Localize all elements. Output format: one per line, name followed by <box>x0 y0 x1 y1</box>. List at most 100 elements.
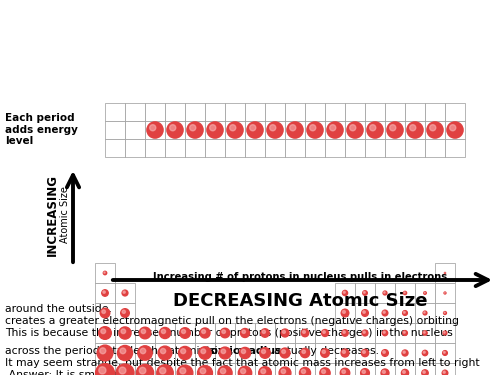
Bar <box>385 103 405 121</box>
Bar <box>305 103 325 121</box>
Bar <box>335 303 355 323</box>
Circle shape <box>382 370 386 374</box>
Circle shape <box>118 345 132 360</box>
Circle shape <box>322 330 328 336</box>
Circle shape <box>423 371 426 374</box>
Circle shape <box>443 331 447 335</box>
Bar <box>395 303 415 323</box>
Text: Atomic Size: Atomic Size <box>60 187 70 243</box>
Bar <box>395 343 415 363</box>
Circle shape <box>422 370 428 375</box>
Bar <box>405 103 425 121</box>
Circle shape <box>210 124 216 131</box>
Bar <box>115 283 135 303</box>
Bar <box>175 363 195 375</box>
Bar <box>255 363 275 375</box>
Bar <box>335 323 355 343</box>
Circle shape <box>267 122 283 138</box>
Bar <box>205 121 225 139</box>
Bar <box>95 363 115 375</box>
Bar <box>395 323 415 343</box>
Circle shape <box>282 350 286 354</box>
Bar <box>225 139 245 157</box>
Circle shape <box>162 329 166 333</box>
Bar <box>335 283 355 303</box>
Circle shape <box>138 346 152 360</box>
Circle shape <box>444 272 446 274</box>
Bar <box>195 323 215 343</box>
Bar <box>415 303 435 323</box>
Circle shape <box>423 351 426 353</box>
Circle shape <box>262 350 266 354</box>
Circle shape <box>342 290 347 296</box>
Circle shape <box>103 291 106 293</box>
Circle shape <box>150 124 156 131</box>
Bar <box>335 363 355 375</box>
Circle shape <box>177 365 193 375</box>
Circle shape <box>342 350 345 353</box>
Bar <box>275 343 295 363</box>
Circle shape <box>347 122 363 138</box>
Bar <box>355 343 375 363</box>
Circle shape <box>104 271 106 275</box>
Circle shape <box>182 330 186 333</box>
Bar <box>95 323 115 343</box>
Text: Increasing # of protons in nucleus pulls in electrons: Increasing # of protons in nucleus pulls… <box>153 272 447 282</box>
Circle shape <box>160 348 166 354</box>
Circle shape <box>302 369 306 374</box>
Bar <box>235 343 255 363</box>
Circle shape <box>281 369 285 374</box>
Circle shape <box>260 348 270 358</box>
Bar <box>175 323 195 343</box>
Bar <box>105 139 125 157</box>
Bar <box>95 283 115 303</box>
Bar <box>435 303 455 323</box>
Bar <box>345 103 365 121</box>
Bar <box>405 121 425 139</box>
Bar <box>375 323 395 343</box>
Bar <box>95 343 115 363</box>
Text: This is because the increased number of protons (positive charges) in the nucleu: This is because the increased number of … <box>5 328 453 338</box>
Text: It may seem strange, but despite the fact that atomic mass increases from left t: It may seem strange, but despite the fac… <box>5 358 480 368</box>
Circle shape <box>219 347 231 359</box>
Bar <box>95 303 115 323</box>
Circle shape <box>227 122 243 138</box>
Circle shape <box>122 290 128 296</box>
Bar <box>295 323 315 343</box>
Circle shape <box>157 365 173 375</box>
Bar <box>195 343 215 363</box>
Bar <box>155 343 175 363</box>
Circle shape <box>381 369 389 375</box>
Circle shape <box>344 291 345 293</box>
Bar <box>295 363 315 375</box>
Bar <box>425 139 445 157</box>
Circle shape <box>362 370 366 374</box>
Circle shape <box>300 368 310 375</box>
Circle shape <box>120 348 126 354</box>
Circle shape <box>402 369 408 375</box>
Bar <box>445 103 465 121</box>
Circle shape <box>220 368 226 374</box>
Circle shape <box>190 124 196 131</box>
Bar <box>195 363 215 375</box>
Circle shape <box>384 292 385 293</box>
Circle shape <box>362 330 368 336</box>
Bar <box>355 363 375 375</box>
Circle shape <box>423 311 427 315</box>
Bar <box>355 283 375 303</box>
Circle shape <box>280 348 290 358</box>
Circle shape <box>290 124 296 131</box>
Circle shape <box>364 291 365 293</box>
Bar <box>215 323 235 343</box>
Bar <box>395 363 415 375</box>
Circle shape <box>136 364 154 375</box>
Circle shape <box>116 364 134 375</box>
Circle shape <box>402 331 407 335</box>
Circle shape <box>320 349 330 357</box>
Circle shape <box>139 327 151 339</box>
Bar <box>155 363 175 375</box>
Circle shape <box>350 124 356 131</box>
Bar <box>145 121 165 139</box>
Circle shape <box>404 332 405 333</box>
Circle shape <box>310 124 316 131</box>
